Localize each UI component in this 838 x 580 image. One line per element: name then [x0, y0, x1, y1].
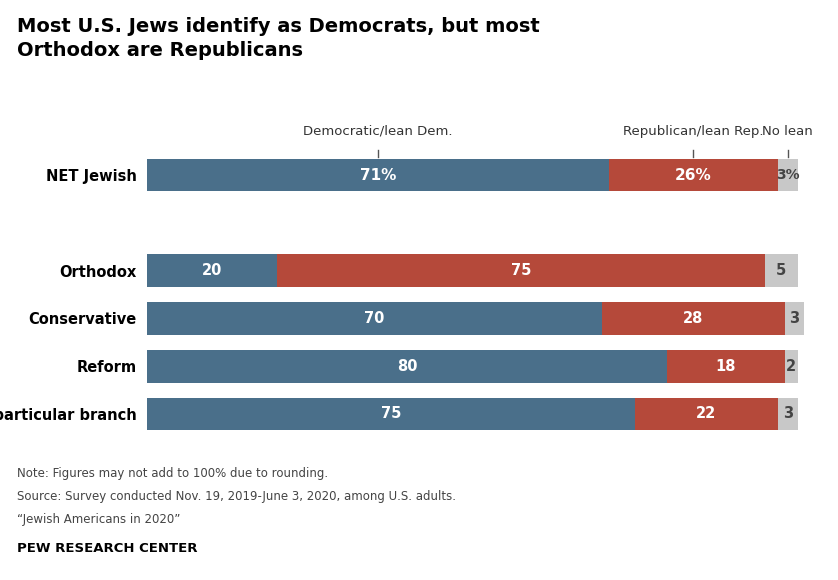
Bar [147, 158, 608, 191]
Text: 2: 2 [786, 358, 796, 374]
Text: No lean: No lean [763, 125, 813, 137]
Text: 5: 5 [776, 263, 786, 278]
Bar [608, 158, 778, 191]
Text: 20: 20 [202, 263, 222, 278]
Text: Source: Survey conducted Nov. 19, 2019-June 3, 2020, among U.S. adults.: Source: Survey conducted Nov. 19, 2019-J… [17, 490, 456, 503]
Bar [635, 397, 778, 430]
Text: 3: 3 [783, 407, 793, 422]
Text: Most U.S. Jews identify as Democrats, but most
Orthodox are Republicans: Most U.S. Jews identify as Democrats, bu… [17, 17, 540, 60]
Text: 75: 75 [380, 407, 401, 422]
Text: PEW RESEARCH CENTER: PEW RESEARCH CENTER [17, 542, 197, 555]
Bar [784, 350, 798, 383]
Text: 22: 22 [696, 407, 716, 422]
Bar [277, 254, 765, 287]
Text: 71%: 71% [360, 168, 396, 183]
Bar [778, 397, 798, 430]
Text: Democratic/lean Dem.: Democratic/lean Dem. [303, 125, 453, 137]
Bar [765, 254, 798, 287]
Text: 3: 3 [789, 311, 799, 326]
Text: 26%: 26% [675, 168, 711, 183]
Bar [603, 302, 784, 335]
Text: 18: 18 [716, 358, 736, 374]
Bar [147, 302, 603, 335]
Text: 75: 75 [510, 263, 531, 278]
Text: 3%: 3% [776, 168, 799, 182]
Bar [147, 350, 667, 383]
Bar [147, 254, 277, 287]
Text: Republican/lean Rep.: Republican/lean Rep. [623, 125, 763, 137]
Bar [147, 397, 635, 430]
Text: 80: 80 [396, 358, 417, 374]
Bar [784, 302, 804, 335]
Bar [667, 350, 784, 383]
Text: 70: 70 [365, 311, 385, 326]
Text: “Jewish Americans in 2020”: “Jewish Americans in 2020” [17, 513, 180, 526]
Text: Note: Figures may not add to 100% due to rounding.: Note: Figures may not add to 100% due to… [17, 467, 328, 480]
Bar [778, 158, 798, 191]
Text: 28: 28 [683, 311, 704, 326]
